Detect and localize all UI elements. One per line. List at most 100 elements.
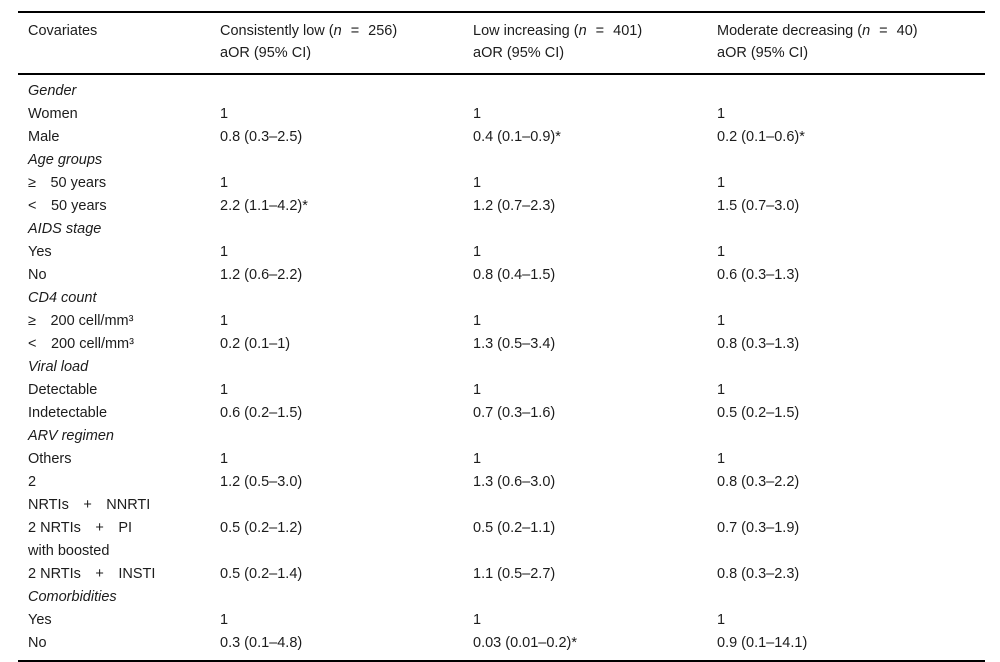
n-count: 256) xyxy=(368,23,398,39)
col-header-line2: aOR (95% CI) xyxy=(717,45,809,61)
aor-value: 1 xyxy=(717,175,726,191)
aor-value: 1.5 (0.7–3.0) xyxy=(717,198,800,214)
aor-value: 1.2 (0.6–2.2) xyxy=(220,267,303,283)
table-row: 2 NRTIs + INSTI 0.5 (0.2–1.4) 1.1 (0.5–2.7… xyxy=(18,563,985,586)
aor-value: 0.8 (0.4–1.5) xyxy=(473,267,556,283)
aor-value: 0.2 (0.1–0.6)* xyxy=(717,129,805,145)
row-label: 2 NRTIs + PI with boosted xyxy=(28,520,133,559)
aor-value: 1 xyxy=(473,612,482,628)
table-row: ≥ 200 cell/mm³ 1 1 1 xyxy=(18,310,985,333)
aor-value: 1 xyxy=(220,612,229,628)
row-label: No xyxy=(28,267,47,283)
aor-value: 1 xyxy=(717,612,726,628)
table-row: Others 1 1 1 xyxy=(18,448,985,471)
equals-sign: = xyxy=(350,23,360,39)
header-row: Covariates Consistently low (n = 256) aOR … xyxy=(18,11,985,75)
col-header-covariates: Covariates xyxy=(18,11,220,75)
aor-value: 0.7 (0.3–1.9) xyxy=(717,520,800,536)
aor-value: 1.3 (0.5–3.4) xyxy=(473,336,556,352)
n-variable: n xyxy=(333,23,342,39)
aor-value: 1.3 (0.6–3.0) xyxy=(473,474,556,490)
aor-value: 1 xyxy=(220,175,229,191)
col-header-line1: Consistently low (n = 256) xyxy=(220,23,398,39)
row-label: Yes xyxy=(28,244,52,260)
col-header-label: Covariates xyxy=(28,23,98,39)
col-header-line2: aOR (95% CI) xyxy=(473,45,565,61)
aor-value: 0.8 (0.3–2.5) xyxy=(220,129,303,145)
row-label: < 50 years xyxy=(28,198,107,214)
table-row: No 0.3 (0.1–4.8) 0.03 (0.01–0.2)* 0.9 (0.1–… xyxy=(18,632,985,661)
row-label: Yes xyxy=(28,612,52,628)
aor-value: 0.3 (0.1–4.8) xyxy=(220,635,303,651)
table-row: ≥ 50 years 1 1 1 xyxy=(18,172,985,195)
equals-sign: = xyxy=(595,23,605,39)
section-row: Viral load xyxy=(18,356,985,379)
aor-value: 1 xyxy=(220,451,229,467)
col-header-line2: aOR (95% CI) xyxy=(220,45,312,61)
row-label: 2 NRTIs + INSTI xyxy=(28,566,156,582)
aor-value: 0.03 (0.01–0.2)* xyxy=(473,635,577,651)
aor-value: 0.5 (0.2–1.5) xyxy=(717,405,800,421)
n-variable: n xyxy=(578,23,587,39)
row-label: ≥ 50 years xyxy=(28,175,107,191)
section-row: AIDS stage xyxy=(18,218,985,241)
row-label: No xyxy=(28,635,47,651)
row-label: 2 NRTIs + NNRTI xyxy=(28,474,151,513)
section-label: Comorbidities xyxy=(28,589,117,605)
table-row: < 200 cell/mm³ 0.2 (0.1–1) 1.3 (0.5–3.4) 0.… xyxy=(18,333,985,356)
aor-value: 1 xyxy=(717,106,726,122)
col-header-line1: Low increasing (n = 401) xyxy=(473,23,643,39)
col-header-line1: Moderate decreasing (n = 40) xyxy=(717,23,918,39)
table-row: Indetectable 0.6 (0.2–1.5) 0.7 (0.3–1.6) 0.… xyxy=(18,402,985,425)
section-row: ARV regimen xyxy=(18,425,985,448)
aor-value: 1 xyxy=(473,313,482,329)
row-label: Detectable xyxy=(28,382,98,398)
aor-value: 0.8 (0.3–2.3) xyxy=(717,566,800,582)
section-label: Age groups xyxy=(28,152,103,168)
row-label: Male xyxy=(28,129,60,145)
aor-value: 0.8 (0.3–2.2) xyxy=(717,474,800,490)
section-label: AIDS stage xyxy=(28,221,102,237)
row-label: Others xyxy=(28,451,72,467)
section-row: Age groups xyxy=(18,149,985,172)
aor-value: 0.5 (0.2–1.4) xyxy=(220,566,303,582)
aor-value: 1 xyxy=(473,451,482,467)
aor-value: 0.8 (0.3–1.3) xyxy=(717,336,800,352)
section-label: CD4 count xyxy=(28,290,97,306)
aor-value: 0.6 (0.3–1.3) xyxy=(717,267,800,283)
col-header-consistently-low: Consistently low (n = 256) aOR (95% CI) xyxy=(220,11,473,75)
row-label: < 200 cell/mm³ xyxy=(28,336,134,352)
aor-value: 1 xyxy=(220,313,229,329)
aor-value: 0.5 (0.2–1.2) xyxy=(220,520,303,536)
table-row: Male 0.8 (0.3–2.5) 0.4 (0.1–0.9)* 0.2 (0.1–… xyxy=(18,126,985,149)
aor-value: 1 xyxy=(220,106,229,122)
row-label: Women xyxy=(28,106,78,122)
table-row: < 50 years 2.2 (1.1–4.2)* 1.2 (0.7–2.3) 1.5… xyxy=(18,195,985,218)
covariates-aor-table: Covariates Consistently low (n = 256) aOR … xyxy=(18,11,985,662)
aor-value: 1 xyxy=(220,244,229,260)
aor-value: 1 xyxy=(473,382,482,398)
aor-value: 1 xyxy=(473,244,482,260)
aor-value: 1 xyxy=(220,382,229,398)
table-row: Yes 1 1 1 xyxy=(18,609,985,632)
table-row: Detectable 1 1 1 xyxy=(18,379,985,402)
equals-sign: = xyxy=(879,23,888,39)
aor-value: 1.1 (0.5–2.7) xyxy=(473,566,556,582)
section-row: CD4 count xyxy=(18,287,985,310)
paper-table-container: Covariates Consistently low (n = 256) aOR … xyxy=(18,11,985,662)
aor-value: 2.2 (1.1–4.2)* xyxy=(220,198,308,214)
aor-value: 1 xyxy=(473,106,482,122)
n-count: 401) xyxy=(613,23,643,39)
table-body: Gender Women 1 1 1 Male 0.8 (0.3–2.5) 0.4 (0.1–… xyxy=(18,74,985,661)
section-row: Comorbidities xyxy=(18,586,985,609)
table-row: 2 NRTIs + PI with boosted 0.5 (0.2–1.2) 0.5… xyxy=(18,517,985,563)
section-row: Gender xyxy=(18,74,985,103)
table-row: Women 1 1 1 xyxy=(18,103,985,126)
aor-value: 0.9 (0.1–14.1) xyxy=(717,635,808,651)
aor-value: 1 xyxy=(473,175,482,191)
aor-value: 1 xyxy=(717,382,726,398)
aor-value: 0.7 (0.3–1.6) xyxy=(473,405,556,421)
table-row: Yes 1 1 1 xyxy=(18,241,985,264)
n-count: 40) xyxy=(896,23,918,39)
col-header-moderate-decreasing: Moderate decreasing (n = 40) aOR (95% CI) xyxy=(717,11,985,75)
